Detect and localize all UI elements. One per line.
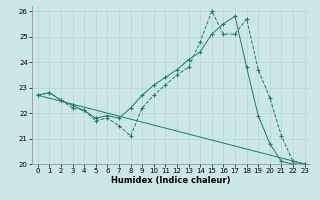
X-axis label: Humidex (Indice chaleur): Humidex (Indice chaleur) bbox=[111, 176, 231, 185]
